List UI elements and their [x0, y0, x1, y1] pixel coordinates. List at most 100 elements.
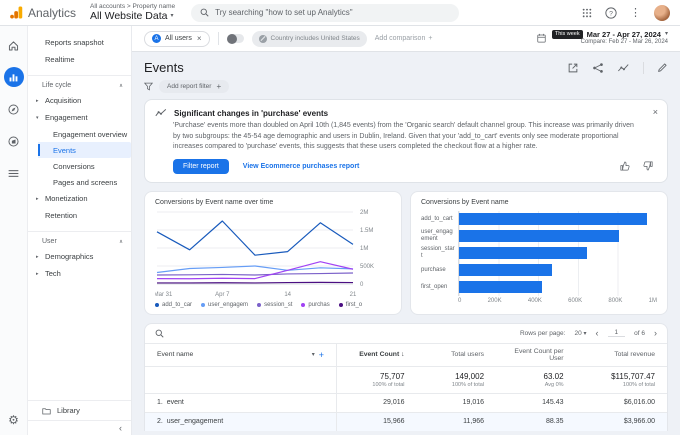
table-row-event-name: 1. event — [145, 392, 337, 412]
sidebar-item-retention[interactable]: Retention — [45, 211, 78, 220]
sidebar-item-acquisition[interactable]: ▸ Acquisition — [36, 96, 82, 105]
sidebar-item-tech[interactable]: ▸ Tech — [36, 269, 61, 278]
legend-dot-icon — [155, 302, 159, 307]
nav-rail: ⚙ — [0, 26, 28, 435]
apps-grid-icon[interactable] — [582, 8, 592, 18]
sidebar-item-engagement[interactable]: ▾ Engagement — [36, 113, 88, 122]
totals-event-count: 75,707 100% of total — [372, 371, 405, 388]
close-icon[interactable]: × — [652, 107, 658, 117]
help-icon[interactable]: ? — [605, 6, 617, 19]
legend-item[interactable]: first_o — [338, 302, 362, 308]
bar — [459, 230, 620, 242]
search-icon — [200, 8, 209, 17]
share-icon[interactable] — [592, 62, 604, 74]
more-options-icon[interactable]: ⋮ — [630, 7, 641, 19]
report-content: Events Add report filter + — [132, 52, 680, 435]
line-chart-card: Conversions by Event name over time 0 500… — [144, 190, 402, 315]
comparison-bar: A All users × Country includes United St… — [132, 26, 680, 52]
sidebar-item-pages-and-screens[interactable]: Pages and screens — [53, 177, 118, 187]
reports-icon[interactable] — [3, 67, 24, 87]
add-comparison-button[interactable]: Add comparison + — [374, 35, 433, 42]
sort-descending-icon: ↓ — [401, 351, 405, 358]
page-number-input[interactable]: 1 — [607, 329, 626, 337]
previous-page-icon[interactable]: ‹ — [595, 328, 599, 338]
rows-per-page-select[interactable]: 20 ▾ — [574, 329, 587, 337]
home-icon[interactable] — [4, 35, 24, 55]
country-comparison-chip[interactable]: Country includes United States — [251, 30, 367, 47]
table-row-event-name: 2. user_engagement — [145, 411, 337, 431]
explore-icon[interactable] — [4, 99, 24, 119]
account-property-switcher[interactable]: All accounts > Property name All Website… — [90, 3, 175, 23]
sidebar-item-monetization[interactable]: ▸ Monetization — [36, 194, 88, 203]
sidebar-item-demographics[interactable]: ▸ Demographics — [36, 252, 94, 261]
sidebar-item-engagement-overview[interactable]: Engagement overview — [53, 129, 128, 139]
view-ecommerce-report-link[interactable]: View Ecommerce purchases report — [242, 162, 360, 170]
comparison-toggle[interactable] — [226, 33, 244, 44]
avatar[interactable] — [654, 4, 670, 21]
configure-icon[interactable] — [4, 163, 24, 183]
bar-chart-title: Conversions by Event name — [421, 198, 509, 206]
sidebar-section-user[interactable]: User ∧ — [28, 231, 131, 248]
analytics-logo-icon — [10, 6, 23, 19]
next-page-icon[interactable]: › — [654, 328, 657, 338]
events-table: Rows per page: 20 ▾ ‹ 1 of 6 › Event nam… — [144, 322, 668, 431]
sidebar-item-reports-snapshot[interactable]: Reports snapshot — [45, 38, 104, 47]
legend-dot-icon — [257, 302, 262, 307]
plus-icon: + — [428, 35, 433, 42]
legend-item[interactable]: user_engagem — [201, 302, 248, 308]
legend-item[interactable]: session_st — [257, 302, 292, 308]
insights-icon[interactable] — [617, 62, 630, 74]
all-users-chip[interactable]: A All users × — [144, 30, 210, 47]
sidebar-item-realtime[interactable]: Realtime — [45, 55, 75, 64]
sidebar-item-events[interactable]: Events — [38, 142, 131, 158]
column-header-event-count-per-user[interactable]: Event Count per User — [496, 344, 576, 367]
svg-text:Apr 7: Apr 7 — [215, 292, 230, 298]
expand-open-icon: ▾ — [36, 114, 39, 121]
search-input[interactable]: Try searching "how to set up Analytics" — [191, 3, 460, 22]
svg-text:?: ? — [609, 10, 613, 17]
bar — [459, 281, 543, 293]
svg-text:21: 21 — [350, 292, 357, 298]
column-header-event-count[interactable]: Event Count ↓ — [337, 344, 417, 367]
chevron-down-icon[interactable]: ▾ — [311, 352, 315, 358]
chevron-down-icon: ▾ — [583, 330, 587, 337]
settings-gear-icon[interactable]: ⚙ — [8, 413, 19, 427]
line-chart-title: Conversions by Event name over time — [155, 198, 274, 206]
thumbs-down-icon[interactable] — [643, 161, 653, 171]
insight-title: Significant changes in 'purchase' events — [174, 108, 329, 118]
date-range-value: Mar 27 - Apr 27, 2024 — [586, 29, 661, 39]
legend-item[interactable]: add_to_car — [155, 302, 192, 308]
add-dimension-icon[interactable]: + — [318, 349, 324, 360]
sidebar-item-conversions[interactable]: Conversions — [53, 161, 95, 171]
export-icon[interactable] — [567, 62, 579, 74]
sidebar-section-life-cycle[interactable]: Life cycle ∧ — [28, 75, 131, 92]
insight-body: 'Purchase' events more than doubled on A… — [173, 122, 634, 150]
bar — [459, 247, 587, 259]
column-header-total-users[interactable]: Total users — [416, 344, 497, 367]
insight-card: Significant changes in 'purchase' events… — [144, 99, 668, 183]
legend-dot-icon — [201, 302, 206, 307]
edit-icon[interactable] — [657, 62, 668, 73]
analytics-logo[interactable]: Analytics — [10, 6, 76, 20]
svg-text:2M: 2M — [360, 210, 368, 216]
column-header-event-name[interactable]: Event name ▾ + — [145, 343, 337, 367]
table-search-icon[interactable] — [155, 329, 164, 338]
expand-icon: ▸ — [36, 270, 39, 277]
property-name: All Website Data — [90, 10, 168, 23]
add-report-filter-chip[interactable]: Add report filter + — [159, 80, 230, 93]
product-name: Analytics — [28, 5, 77, 20]
sidebar-item-library[interactable]: Library — [28, 400, 131, 420]
chevron-down-icon: ▾ — [664, 30, 668, 37]
collapse-icon: ∧ — [118, 238, 123, 245]
legend-item[interactable]: purchas — [301, 302, 330, 308]
svg-text:1M: 1M — [360, 246, 368, 252]
remove-chip-icon[interactable]: × — [196, 34, 202, 43]
advertising-icon[interactable] — [4, 131, 24, 151]
thumbs-up-icon[interactable] — [620, 161, 630, 171]
date-range-picker[interactable]: This week Mar 27 - Apr 27, 2024 ▾ Compar… — [537, 30, 668, 48]
plus-icon: + — [216, 82, 222, 91]
disabled-comparison-icon — [258, 34, 267, 43]
collapse-sidebar-icon[interactable]: ‹ — [119, 423, 122, 433]
filter-report-button[interactable]: Filter report — [173, 158, 229, 174]
column-header-total-revenue[interactable]: Total revenue — [575, 344, 667, 367]
